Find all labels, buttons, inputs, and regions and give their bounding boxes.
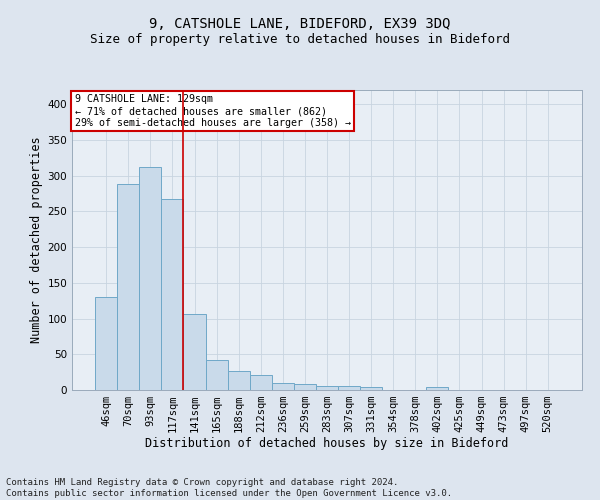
Bar [139, 167, 161, 390]
X-axis label: Distribution of detached houses by size in Bideford: Distribution of detached houses by size … [145, 436, 509, 450]
Bar [250, 375, 272, 390]
Bar [184, 314, 206, 390]
Bar [272, 383, 294, 390]
Bar [95, 297, 117, 390]
Bar [117, 184, 139, 390]
Bar [427, 387, 448, 390]
Text: Contains HM Land Registry data © Crown copyright and database right 2024.
Contai: Contains HM Land Registry data © Crown c… [6, 478, 452, 498]
Text: Size of property relative to detached houses in Bideford: Size of property relative to detached ho… [90, 32, 510, 46]
Bar [227, 372, 250, 390]
Bar [316, 386, 338, 390]
Text: 9, CATSHOLE LANE, BIDEFORD, EX39 3DQ: 9, CATSHOLE LANE, BIDEFORD, EX39 3DQ [149, 18, 451, 32]
Bar [161, 198, 184, 390]
Bar [338, 386, 360, 390]
Y-axis label: Number of detached properties: Number of detached properties [30, 136, 43, 344]
Bar [360, 387, 382, 390]
Bar [206, 360, 227, 390]
Text: 9 CATSHOLE LANE: 129sqm
← 71% of detached houses are smaller (862)
29% of semi-d: 9 CATSHOLE LANE: 129sqm ← 71% of detache… [74, 94, 350, 128]
Bar [294, 384, 316, 390]
